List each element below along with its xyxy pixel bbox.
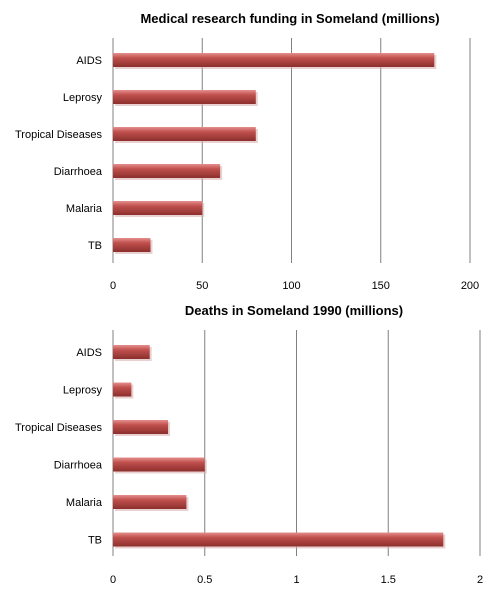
deaths-bar	[113, 457, 205, 472]
funding-bar	[113, 238, 151, 252]
funding-bar	[113, 90, 256, 104]
funding-category-label: Leprosy	[63, 92, 103, 104]
deaths-category-label: Diarrhoea	[54, 460, 103, 472]
funding-tick-label: 200	[461, 280, 479, 292]
deaths-tick-label: 1	[293, 574, 299, 586]
funding-bar	[113, 201, 203, 215]
deaths-tick-label: 0.5	[197, 574, 212, 586]
deaths-bar	[113, 495, 187, 509]
funding-tick-label: 0	[110, 280, 116, 292]
funding-bar	[113, 164, 221, 178]
funding-category-label: Diarrhoea	[54, 166, 103, 178]
deaths-chart: Deaths in Someland 1990 (millions) AIDS L…	[15, 303, 483, 586]
deaths-tick-label: 1.5	[381, 574, 396, 586]
funding-tick-label: 100	[282, 280, 300, 292]
deaths-category-label: Malaria	[66, 497, 103, 509]
funding-category-label: TB	[88, 240, 102, 252]
funding-category-label: AIDS	[76, 55, 102, 67]
funding-bar	[113, 127, 256, 141]
funding-tick-label: 150	[372, 280, 390, 292]
deaths-tick-label: 0	[110, 574, 116, 586]
deaths-bar	[113, 345, 150, 359]
deaths-category-label: TB	[88, 535, 102, 547]
deaths-tick-label: 2	[477, 574, 483, 586]
deaths-bar	[113, 420, 169, 434]
funding-category-label: Tropical Diseases	[15, 129, 103, 141]
deaths-bar	[113, 532, 444, 547]
deaths-category-label: AIDS	[76, 347, 102, 359]
funding-chart: Medical research funding in Someland (mi…	[15, 11, 479, 292]
deaths-category-label: Leprosy	[63, 385, 103, 397]
deaths-category-label: Tropical Diseases	[15, 422, 103, 434]
funding-chart-title: Medical research funding in Someland (mi…	[140, 11, 439, 26]
funding-tick-label: 50	[196, 280, 208, 292]
funding-category-label: Malaria	[66, 203, 103, 215]
funding-bar	[113, 53, 435, 67]
deaths-chart-title: Deaths in Someland 1990 (millions)	[185, 303, 403, 318]
deaths-bar	[113, 382, 132, 397]
